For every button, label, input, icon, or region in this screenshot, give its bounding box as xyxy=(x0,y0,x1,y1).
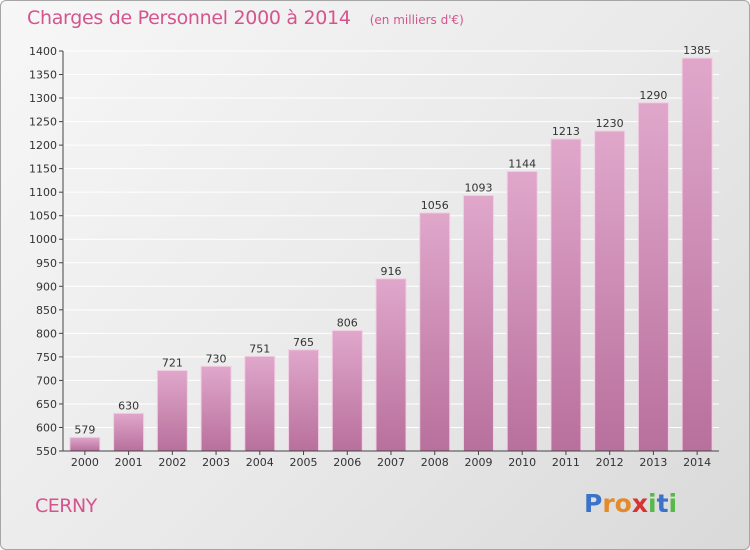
bar-value-label: 1290 xyxy=(639,89,667,102)
y-tick-label: 850 xyxy=(36,304,57,317)
bar-value-label: 579 xyxy=(74,423,95,436)
bar-value-label: 916 xyxy=(381,265,402,278)
bar xyxy=(506,170,538,452)
bar xyxy=(288,349,320,452)
bar xyxy=(200,365,232,452)
bar-value-label: 1385 xyxy=(683,44,711,57)
y-tick-label: 1300 xyxy=(29,92,57,105)
x-tick-label: 2001 xyxy=(115,456,143,469)
x-tick-label: 2013 xyxy=(639,456,667,469)
y-tick-label: 1400 xyxy=(29,45,57,58)
x-tick-label: 2004 xyxy=(246,456,274,469)
x-tick-label: 2008 xyxy=(421,456,449,469)
logo-letter: t xyxy=(656,489,669,518)
bars xyxy=(69,57,713,452)
labels: 550 600 650 700 750 800 850 900 950 1000 1050 1100 1… xyxy=(29,44,711,469)
bar xyxy=(331,330,363,452)
bar xyxy=(462,194,494,452)
bar xyxy=(69,436,101,452)
x-tick-label: 2014 xyxy=(683,456,711,469)
bar xyxy=(419,212,451,452)
bar xyxy=(375,278,407,452)
x-tick-label: 2005 xyxy=(290,456,318,469)
bar-value-label: 1213 xyxy=(552,125,580,138)
logo-letter: r xyxy=(602,489,615,518)
y-tick-label: 900 xyxy=(36,280,57,293)
bar-value-label: 730 xyxy=(206,352,227,365)
x-tick-label: 2007 xyxy=(377,456,405,469)
bar xyxy=(156,370,188,452)
logo-letter: x xyxy=(631,489,648,518)
x-tick-label: 2006 xyxy=(333,456,361,469)
bar-value-label: 721 xyxy=(162,357,183,370)
axes xyxy=(59,50,719,455)
y-tick-label: 1200 xyxy=(29,139,57,152)
x-tick-label: 2012 xyxy=(596,456,624,469)
bar xyxy=(681,57,713,452)
y-tick-label: 1100 xyxy=(29,186,57,199)
bar xyxy=(637,102,669,452)
y-tick-label: 1150 xyxy=(29,163,57,176)
bar-value-label: 1056 xyxy=(421,199,449,212)
bar-value-label: 751 xyxy=(249,342,270,355)
bar-value-label: 630 xyxy=(118,399,139,412)
logo-letter: P xyxy=(584,489,603,518)
proxiti-logo: Proxiti xyxy=(584,489,677,518)
x-tick-label: 2003 xyxy=(202,456,230,469)
commune-name: CERNY xyxy=(35,495,97,517)
bar-value-label: 806 xyxy=(337,317,358,330)
y-tick-label: 950 xyxy=(36,257,57,270)
y-tick-label: 650 xyxy=(36,398,57,411)
logo-letter: i xyxy=(668,489,678,518)
y-tick-label: 750 xyxy=(36,351,57,364)
y-tick-label: 1000 xyxy=(29,233,57,246)
bar-value-label: 765 xyxy=(293,336,314,349)
y-tick-label: 550 xyxy=(36,445,57,458)
bar xyxy=(113,412,145,452)
bar xyxy=(594,130,626,452)
bar xyxy=(550,138,582,452)
y-tick-label: 1250 xyxy=(29,116,57,129)
x-tick-label: 2002 xyxy=(158,456,186,469)
bar-value-label: 1093 xyxy=(464,181,492,194)
y-tick-label: 1350 xyxy=(29,69,57,82)
y-tick-label: 800 xyxy=(36,327,57,340)
x-tick-label: 2010 xyxy=(508,456,536,469)
chart-subtitle: (en milliers d'€) xyxy=(369,13,464,27)
x-tick-label: 2009 xyxy=(464,456,492,469)
logo-letter: o xyxy=(614,489,632,518)
y-tick-label: 700 xyxy=(36,374,57,387)
y-tick-label: 600 xyxy=(36,421,57,434)
logo-letter: i xyxy=(648,489,657,518)
bar-value-label: 1230 xyxy=(596,117,624,130)
chart-title: Charges de Personnel 2000 à 2014 xyxy=(27,7,351,29)
bar xyxy=(244,355,276,452)
y-tick-label: 1050 xyxy=(29,210,57,223)
title-row: Charges de Personnel 2000 à 2014 (en mil… xyxy=(27,7,464,29)
x-tick-label: 2011 xyxy=(552,456,580,469)
bar-value-label: 1144 xyxy=(508,157,536,170)
x-tick-label: 2000 xyxy=(71,456,99,469)
